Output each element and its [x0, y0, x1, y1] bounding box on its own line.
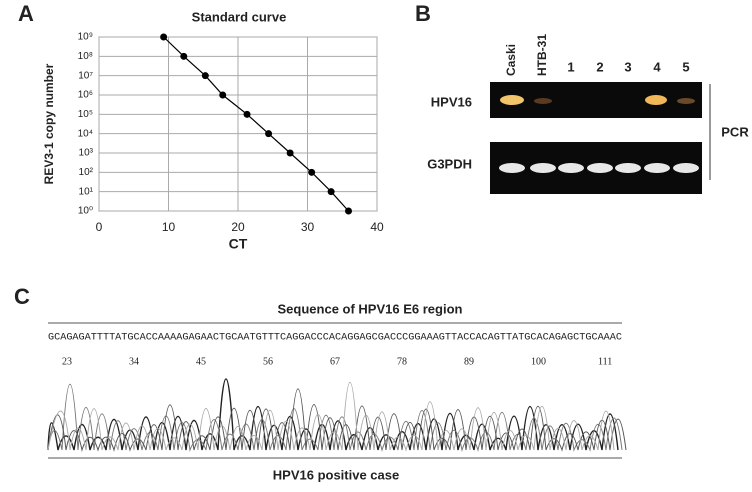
position-label: 45 [196, 356, 206, 367]
panel-label: B [415, 1, 431, 26]
position-label: 111 [598, 356, 612, 367]
trace [47, 381, 615, 452]
point [286, 149, 294, 157]
band [644, 163, 670, 173]
lane-label: 4 [653, 59, 661, 74]
sequence-title: Sequence of HPV16 E6 region [278, 301, 463, 316]
band [500, 95, 524, 105]
x-tick-label: 0 [96, 220, 103, 234]
point [180, 52, 188, 60]
position-label: 100 [531, 356, 546, 367]
gel [490, 82, 711, 194]
lane-label: Caski [504, 44, 518, 76]
row-label: HPV16 [431, 94, 472, 109]
position-label: 56 [263, 356, 273, 367]
position-label: 89 [464, 356, 474, 367]
y-tick-label: 10⁹ [78, 32, 93, 43]
trace [47, 383, 623, 452]
point [243, 110, 251, 118]
chart-title: Standard curve [192, 9, 287, 24]
position-label: 23 [62, 356, 72, 367]
chromatogram [47, 378, 627, 452]
y-tick-label: 10⁶ [78, 90, 93, 101]
point [345, 207, 353, 215]
y-tick-label: 10⁷ [78, 70, 93, 81]
lane-label: 5 [682, 59, 689, 74]
point [160, 33, 168, 41]
point [201, 72, 209, 80]
sequence-caption: HPV16 positive case [273, 467, 399, 482]
y-tick-label: 10³ [79, 148, 94, 159]
band [499, 163, 525, 173]
x-tick-label: 20 [231, 220, 245, 234]
point [219, 91, 227, 99]
band [587, 163, 613, 173]
band [673, 163, 699, 173]
sequence-bases: GCAGAGATTTTATGCACCAAAAGAGAACTGCAATGTTTCA… [48, 333, 622, 344]
x-tick-label: 30 [301, 220, 315, 234]
band [534, 98, 552, 104]
point [327, 188, 335, 196]
x-axis-label: CT [229, 236, 248, 252]
lane-label: 2 [596, 59, 603, 74]
band [677, 98, 695, 104]
series-line [163, 36, 349, 212]
panel-label: C [14, 284, 30, 309]
x-tick-label: 10 [162, 220, 176, 234]
position-label: 67 [330, 356, 340, 367]
position-label: 78 [397, 356, 407, 367]
y-axis-label: REV3-1 copy number [42, 63, 56, 184]
point [265, 130, 273, 138]
y-tick-label: 10⁸ [78, 51, 93, 62]
positions: 23 34 45 56 67 78 89 100 111 [62, 356, 612, 367]
point [308, 168, 316, 176]
lane-label: 3 [624, 59, 631, 74]
band [615, 163, 641, 173]
row-label: G3PDH [427, 156, 472, 171]
y-tick-label: 10⁴ [78, 128, 93, 139]
y-tick-label: 10¹ [79, 186, 94, 197]
lane-label: 1 [567, 59, 574, 74]
y-tick-label: 10² [79, 167, 94, 178]
position-label: 34 [129, 356, 139, 367]
y-tick-label: 10⁵ [78, 109, 93, 120]
lane-label: HTB-31 [535, 34, 549, 76]
band [530, 163, 556, 173]
x-tick-label: 40 [370, 220, 384, 234]
trace [47, 378, 619, 451]
band [558, 163, 584, 173]
side-label: PCR [721, 124, 749, 139]
y-tick-label: 10⁰ [78, 206, 93, 217]
band [645, 95, 667, 105]
panel-label: A [18, 1, 34, 26]
